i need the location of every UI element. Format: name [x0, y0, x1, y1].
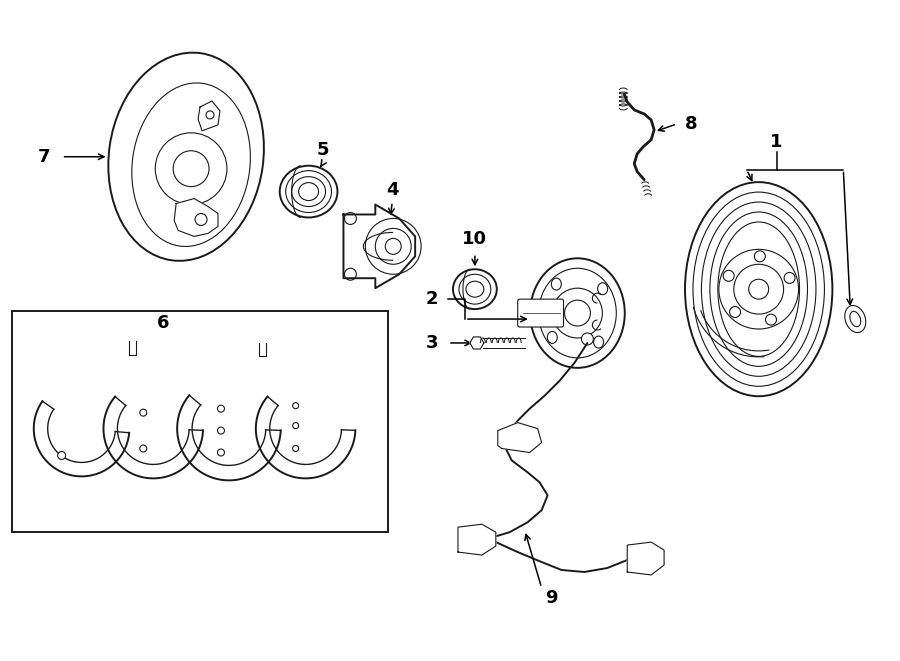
Ellipse shape [285, 171, 331, 212]
Ellipse shape [538, 268, 616, 358]
Polygon shape [458, 524, 496, 555]
Ellipse shape [850, 311, 860, 327]
Text: 3: 3 [426, 334, 438, 352]
Ellipse shape [131, 83, 250, 247]
Ellipse shape [280, 166, 338, 217]
Circle shape [553, 288, 602, 338]
Circle shape [218, 449, 224, 456]
Polygon shape [498, 422, 542, 453]
Ellipse shape [710, 212, 807, 366]
Ellipse shape [693, 192, 824, 386]
Circle shape [155, 133, 227, 204]
Ellipse shape [598, 283, 608, 295]
Circle shape [345, 268, 356, 280]
Text: 8: 8 [685, 115, 698, 133]
Ellipse shape [530, 258, 625, 368]
Ellipse shape [547, 331, 557, 343]
Text: 9: 9 [545, 589, 558, 607]
Ellipse shape [108, 53, 264, 261]
Ellipse shape [552, 278, 562, 290]
Ellipse shape [845, 305, 866, 332]
Circle shape [730, 307, 741, 317]
Text: 2: 2 [426, 290, 438, 308]
Circle shape [385, 239, 401, 254]
Text: 4: 4 [386, 180, 399, 198]
Circle shape [292, 446, 299, 451]
Circle shape [581, 333, 593, 345]
Circle shape [218, 405, 224, 412]
Bar [12, 311, 388, 532]
Ellipse shape [701, 202, 816, 376]
Circle shape [173, 151, 209, 186]
Circle shape [375, 229, 411, 264]
Ellipse shape [299, 182, 319, 200]
Circle shape [719, 249, 798, 329]
FancyBboxPatch shape [518, 299, 563, 327]
Circle shape [365, 219, 421, 274]
Circle shape [206, 111, 214, 119]
Polygon shape [34, 401, 130, 477]
Circle shape [784, 272, 795, 284]
Circle shape [345, 212, 356, 225]
Polygon shape [256, 397, 356, 479]
Polygon shape [104, 397, 203, 479]
Circle shape [58, 451, 66, 459]
Ellipse shape [292, 176, 326, 206]
Text: 7: 7 [38, 147, 50, 166]
Text: 5: 5 [316, 141, 328, 159]
Circle shape [724, 270, 734, 282]
Circle shape [766, 314, 777, 325]
Circle shape [292, 422, 299, 428]
Circle shape [749, 279, 769, 299]
Ellipse shape [718, 222, 799, 356]
Circle shape [292, 403, 299, 408]
Polygon shape [470, 337, 484, 349]
Polygon shape [627, 542, 664, 575]
Ellipse shape [594, 336, 604, 348]
Polygon shape [175, 198, 218, 237]
Text: 10: 10 [463, 231, 488, 249]
Ellipse shape [685, 182, 832, 396]
Polygon shape [177, 395, 281, 481]
Circle shape [564, 300, 590, 326]
Ellipse shape [453, 269, 497, 309]
Polygon shape [344, 204, 415, 288]
Text: 6: 6 [157, 314, 169, 332]
Ellipse shape [466, 281, 484, 297]
Circle shape [218, 427, 224, 434]
Circle shape [140, 445, 147, 452]
Circle shape [754, 251, 765, 262]
Circle shape [195, 214, 207, 225]
Ellipse shape [459, 274, 490, 304]
Circle shape [734, 264, 784, 314]
Text: 1: 1 [770, 133, 783, 151]
Circle shape [140, 409, 147, 416]
